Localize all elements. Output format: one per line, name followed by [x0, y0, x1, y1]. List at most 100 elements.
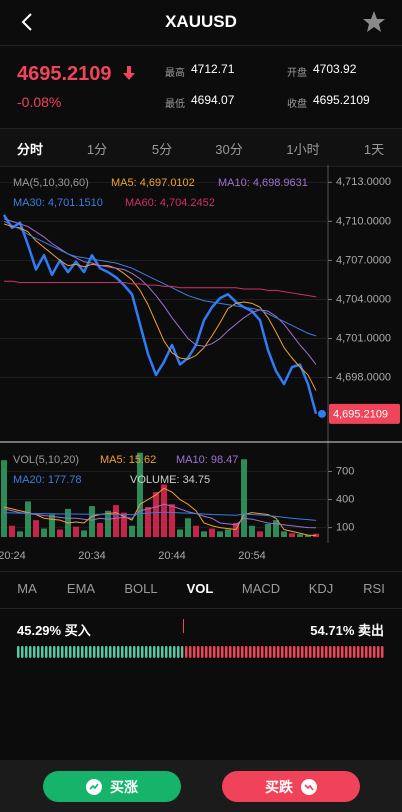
x-tick-label: 20:34	[78, 550, 106, 562]
x-tick-label: 20:24	[0, 550, 26, 562]
volume-bar	[217, 531, 223, 537]
volume-bar	[193, 525, 199, 537]
tab[interactable]: 1天	[363, 142, 385, 157]
tab[interactable]: 1小时	[286, 142, 320, 157]
favorite-star[interactable]	[362, 10, 386, 34]
sell-button-label: 买跌	[265, 778, 293, 795]
buy-segment	[17, 646, 184, 658]
tab[interactable]: 分时	[16, 142, 44, 157]
buy-button[interactable]: 买涨	[43, 771, 181, 802]
volume-bar	[257, 531, 263, 537]
legend-item: MA10: 4,698.9631	[218, 177, 308, 189]
series-line	[3, 503, 317, 529]
volume-bar	[185, 518, 191, 537]
tab[interactable]: BOLL	[124, 581, 158, 596]
y-tick-label: 700	[336, 465, 354, 477]
buy-icon	[86, 778, 102, 795]
volume-bar	[297, 534, 303, 537]
volume-bar	[249, 525, 255, 537]
volume-bar	[25, 501, 31, 537]
volume-bar	[209, 528, 215, 537]
volume-bar	[73, 526, 79, 537]
volume-bar	[177, 529, 183, 537]
last-price-dot	[318, 409, 326, 418]
tab[interactable]: 1分	[86, 142, 108, 157]
volume-bar	[241, 459, 247, 537]
last-price: 4695.2109	[17, 63, 112, 85]
volume-bar	[273, 520, 279, 537]
volume-bar	[41, 528, 47, 537]
y-tick-label: 4,707.0000	[336, 254, 391, 266]
volume-bar	[113, 505, 119, 537]
volume-bar	[225, 529, 231, 537]
tab[interactable]: VOL	[186, 581, 214, 596]
volume-bar	[1, 460, 7, 537]
sell-ratio: 54.71% 卖出	[310, 623, 384, 638]
stat-label: 最高	[165, 68, 185, 79]
legend-item: MA60: 4,704.2452	[125, 197, 215, 209]
legend-item: MA30: 4,701.1510	[13, 197, 103, 209]
ratio-divider	[183, 619, 184, 633]
tab[interactable]: 5分	[151, 142, 173, 157]
series-line	[4, 280, 317, 298]
volume-bar	[137, 452, 143, 537]
sell-button[interactable]: 买跌	[222, 771, 360, 802]
y-tick-label: 4,701.0000	[336, 332, 391, 344]
volume-bar	[305, 535, 311, 537]
volume-bar	[265, 523, 271, 537]
title: XAUUSD	[165, 12, 237, 31]
volume-bar	[161, 484, 167, 537]
legend-item: MA10: 98.47	[176, 454, 238, 466]
volume-bar	[289, 533, 295, 537]
y-tick-label: 400	[336, 493, 354, 505]
tab[interactable]: MA	[17, 581, 37, 596]
series-line	[3, 220, 317, 337]
tab[interactable]: 30分	[215, 142, 243, 157]
tab[interactable]: RSI	[363, 581, 385, 596]
volume-bar	[57, 529, 63, 537]
y-tick-label: 4,698.0000	[336, 371, 391, 383]
chart-area: 4,713.0000 4,710.0000 4,707.0000 4,704.0000…	[0, 165, 402, 562]
volume-bar	[169, 504, 175, 537]
stat-label: 最低	[165, 99, 185, 110]
volume-bar	[129, 525, 135, 537]
y-tick-label: 100	[336, 522, 354, 534]
last-price-label: 4,695.2109	[333, 409, 388, 421]
buy-ratio: 45.29% 买入	[17, 623, 91, 638]
tab[interactable]: MACD	[241, 581, 281, 596]
legend-item: MA5: 15.62	[100, 454, 156, 466]
volume-bar	[97, 522, 103, 537]
tab[interactable]: KDJ	[308, 581, 334, 596]
volume-bar	[145, 507, 151, 537]
ratio-bar	[17, 646, 384, 658]
last-price-tag	[329, 403, 400, 424]
stat-label: 收盘	[287, 99, 307, 110]
volume-bar	[81, 530, 87, 537]
stat-label: 开盘	[287, 68, 307, 79]
volume-bar	[89, 506, 95, 537]
y-tick-label: 4,710.0000	[336, 215, 391, 227]
sell-segment	[183, 646, 384, 658]
back-button[interactable]	[20, 12, 34, 32]
legend-item: MA5: 4,697.0102	[111, 177, 195, 189]
legend-title: VOL(5,10,20)	[13, 454, 79, 466]
y-tick-label: 4,713.0000	[336, 176, 391, 188]
stat-value: 4694.07	[191, 93, 235, 107]
stat-value: 4712.71	[191, 62, 235, 76]
volume-bar	[153, 492, 159, 537]
volume-bar	[9, 525, 15, 537]
period-tabs: 分时 1分 5分 30分 1小时 1天	[0, 128, 402, 167]
volume-bar	[17, 531, 23, 537]
stat-value: 4703.92	[313, 62, 357, 76]
indicator-tabs: MA EMA BOLL VOL MACD KDJ RSI	[0, 571, 402, 609]
header: XAUUSD	[0, 0, 402, 46]
tab[interactable]: EMA	[66, 581, 96, 596]
volume-bar	[33, 520, 39, 537]
series-line	[3, 218, 317, 365]
series-line	[3, 487, 317, 537]
x-tick-label: 20:44	[158, 550, 186, 562]
volume-bar	[201, 531, 207, 537]
y-tick-label: 4,704.0000	[336, 293, 391, 305]
